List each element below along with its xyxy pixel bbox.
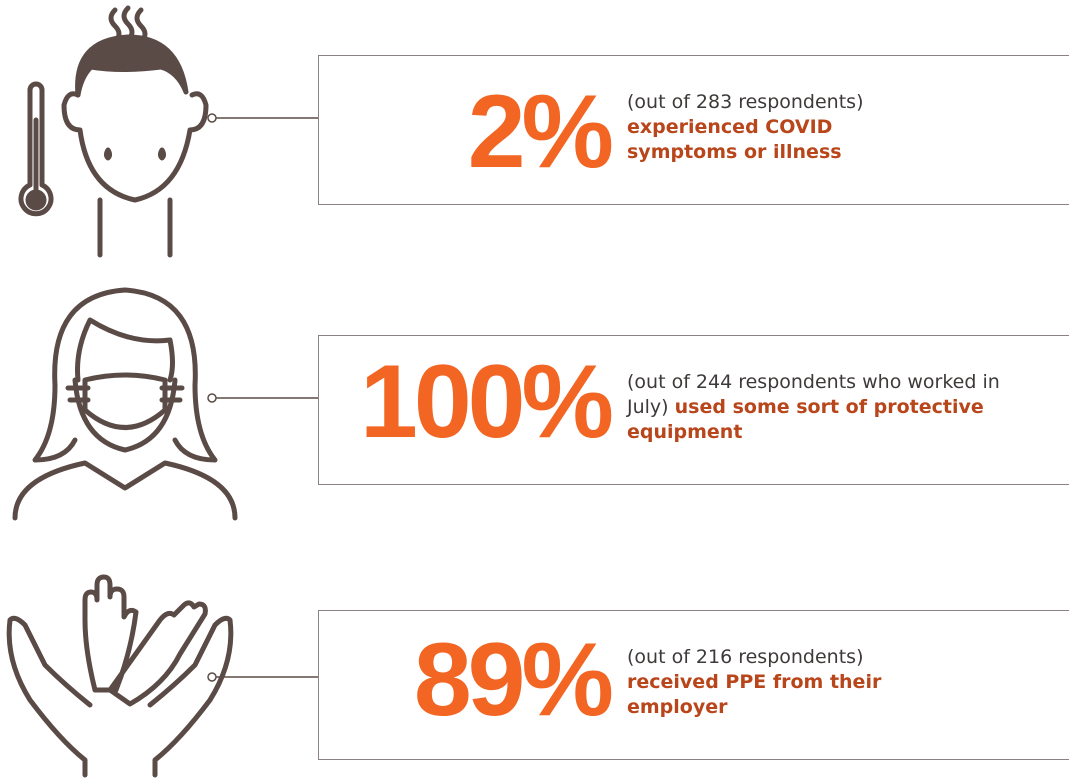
masked-person-icon [15, 290, 235, 518]
stat-text: (out of 244 respondents who worked in Ju… [627, 370, 1037, 445]
stat-value: 100% [290, 350, 610, 454]
stat-value: 89% [310, 628, 610, 732]
stat-text: (out of 216 respondents)received PPE fro… [627, 645, 1047, 720]
highlight: experienced COVID symptoms or illness [627, 115, 867, 165]
hands-gloves-icon [9, 577, 231, 775]
highlight: used some sort of protective equipment [627, 396, 984, 443]
note: (out of 216 respondents) [627, 646, 864, 668]
sick-face-icon [21, 8, 206, 255]
stat-text: (out of 283 respondents)experienced COVI… [627, 90, 1047, 165]
stat-value: 2% [310, 80, 610, 184]
page: 2% (out of 283 respondents)experienced C… [0, 0, 1069, 778]
note: (out of 283 respondents) [627, 91, 864, 113]
highlight: received PPE from their employer [627, 670, 887, 720]
